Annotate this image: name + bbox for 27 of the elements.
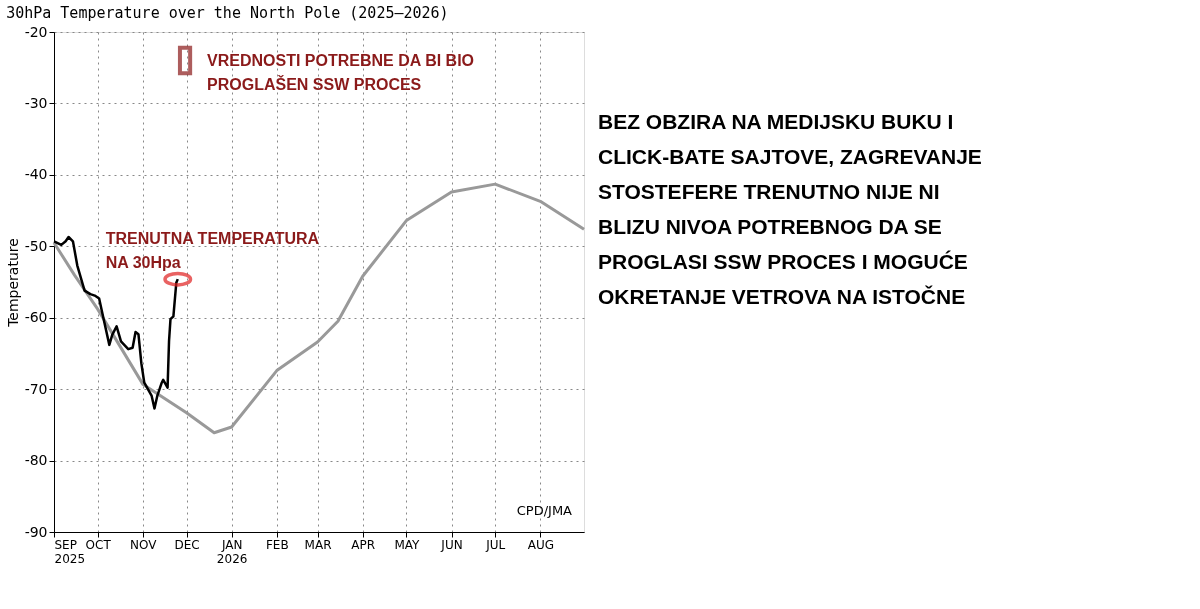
x-tick-label: JUN	[440, 537, 463, 552]
x-tick-label: MAY	[394, 537, 421, 552]
y-tick-label: -40	[24, 166, 48, 183]
y-tick-label: -20	[24, 23, 48, 40]
x-tick-label: OCT	[85, 537, 112, 552]
x-tick-label: NOV	[130, 537, 158, 552]
text: BEZ OBZIRA NA MEDIJSKU BUKU I CLICK-BATE SAJTOVE, ZAGREVANJE STOSTEFERE TRENUTNO NIJE NI BLIZU NIVOA POTREBNOG DA SE PROGLASI SSW PROCES I MOGUĆE OKRETANJE VETROVA NA ISTOČNE	[598, 110, 982, 308]
x-tick-label: MAR	[304, 537, 332, 552]
annotation: CPD/JMA	[516, 503, 573, 518]
x-tick-label: APR	[351, 537, 376, 552]
y-tick-label: -30	[24, 94, 48, 111]
x-tick-label: AUG	[527, 537, 554, 552]
annotation: TRENUTNA TEMPERATURA NA 30Hpa	[105, 230, 320, 272]
x-tick-label: JUL	[485, 537, 506, 552]
y-tick-label: -90	[24, 523, 48, 540]
line-series	[52, 182, 586, 435]
x-tick-label: DEC	[174, 537, 200, 552]
x-tick-label: FEB	[265, 537, 289, 552]
x-tick-label: JAN 2026	[216, 537, 248, 566]
y-tick-label: -80	[24, 452, 48, 469]
y-tick-label: -50	[24, 237, 48, 254]
chart-title: 30hPa Temperature over the North Pole (2025–2026)	[6, 4, 449, 22]
y-tick-label: -60	[24, 309, 48, 326]
annotation: VREDNOSTI POTREBNE DA BI BIO PROGLAŠEN SSW PROCES	[207, 51, 475, 93]
y-tick-label: -70	[24, 380, 48, 397]
y-axis-title: Temperature	[4, 238, 21, 328]
x-tick-label: SEP 2025	[54, 537, 86, 566]
